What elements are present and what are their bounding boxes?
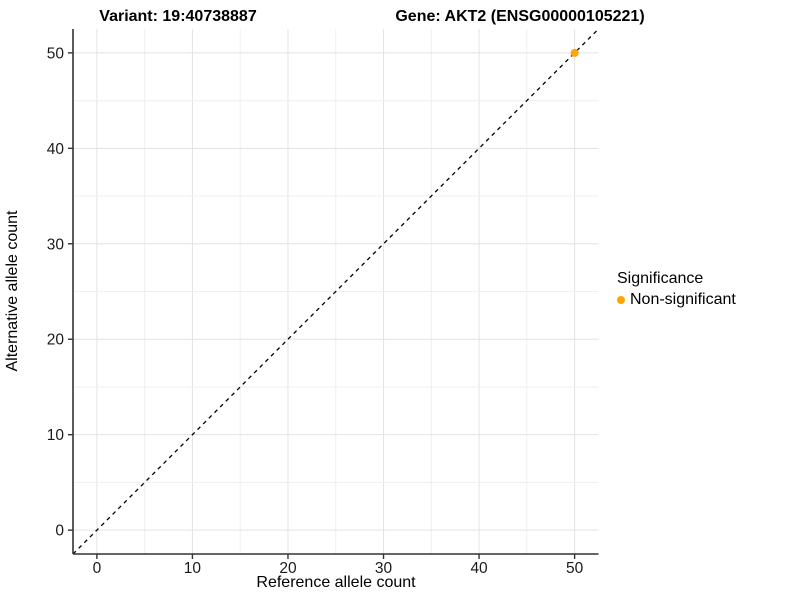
- legend-title: Significance: [617, 270, 704, 287]
- y-tick-label: 20: [47, 332, 65, 349]
- identity-reference-line: [72, 28, 599, 555]
- legend-item: Non-significant: [617, 291, 736, 309]
- y-axis-title: Alternative allele count: [4, 210, 21, 372]
- x-tick-label: 40: [470, 560, 488, 577]
- x-tick-label: 50: [566, 560, 584, 577]
- data-point: [570, 48, 579, 57]
- y-tick-label: 30: [47, 236, 65, 253]
- legend-item-label: Non-significant: [630, 291, 736, 308]
- x-tick-label: 20: [279, 560, 297, 577]
- x-tick-label: 10: [184, 560, 202, 577]
- legend: Significance Non-significant: [617, 270, 736, 309]
- gene-title: Gene: AKT2 (ENSG00000105221): [395, 8, 645, 25]
- y-tick-label: 0: [55, 523, 64, 540]
- variant-title: Variant: 19:40738887: [99, 8, 257, 25]
- y-tick-label: 50: [47, 45, 65, 62]
- x-tick-label: 0: [93, 560, 102, 577]
- legend-point-icon: [617, 296, 625, 304]
- x-axis-title: Reference allele count: [256, 574, 416, 591]
- gridlines: [73, 29, 599, 554]
- axis-ticks: 0 10 20 30 40 50 0 10 20 30 40 50: [47, 45, 584, 577]
- x-tick-label: 30: [375, 560, 393, 577]
- y-tick-label: 40: [47, 141, 65, 158]
- y-tick-label: 10: [47, 427, 65, 444]
